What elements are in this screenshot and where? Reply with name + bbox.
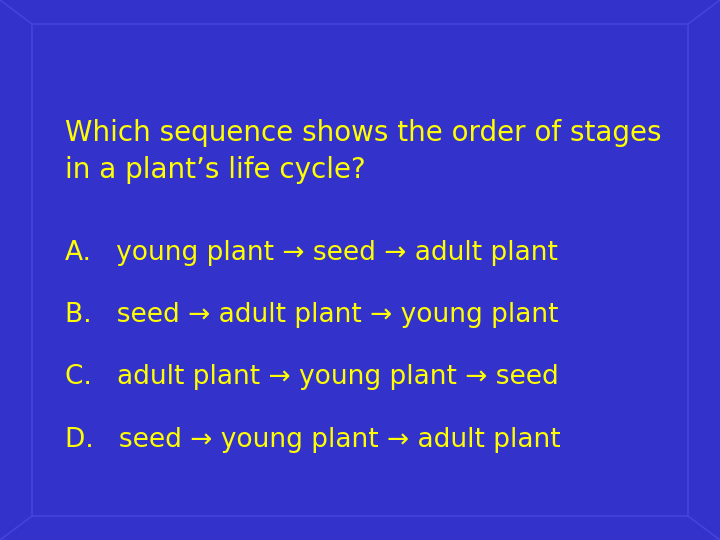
Text: Which sequence shows the order of stages
in a plant’s life cycle?: Which sequence shows the order of stages…	[65, 119, 661, 184]
Text: B.   seed → adult plant → young plant: B. seed → adult plant → young plant	[65, 302, 558, 328]
Text: C.   adult plant → young plant → seed: C. adult plant → young plant → seed	[65, 364, 559, 390]
Text: D.   seed → young plant → adult plant: D. seed → young plant → adult plant	[65, 427, 560, 453]
Text: A.   young plant → seed → adult plant: A. young plant → seed → adult plant	[65, 240, 558, 266]
